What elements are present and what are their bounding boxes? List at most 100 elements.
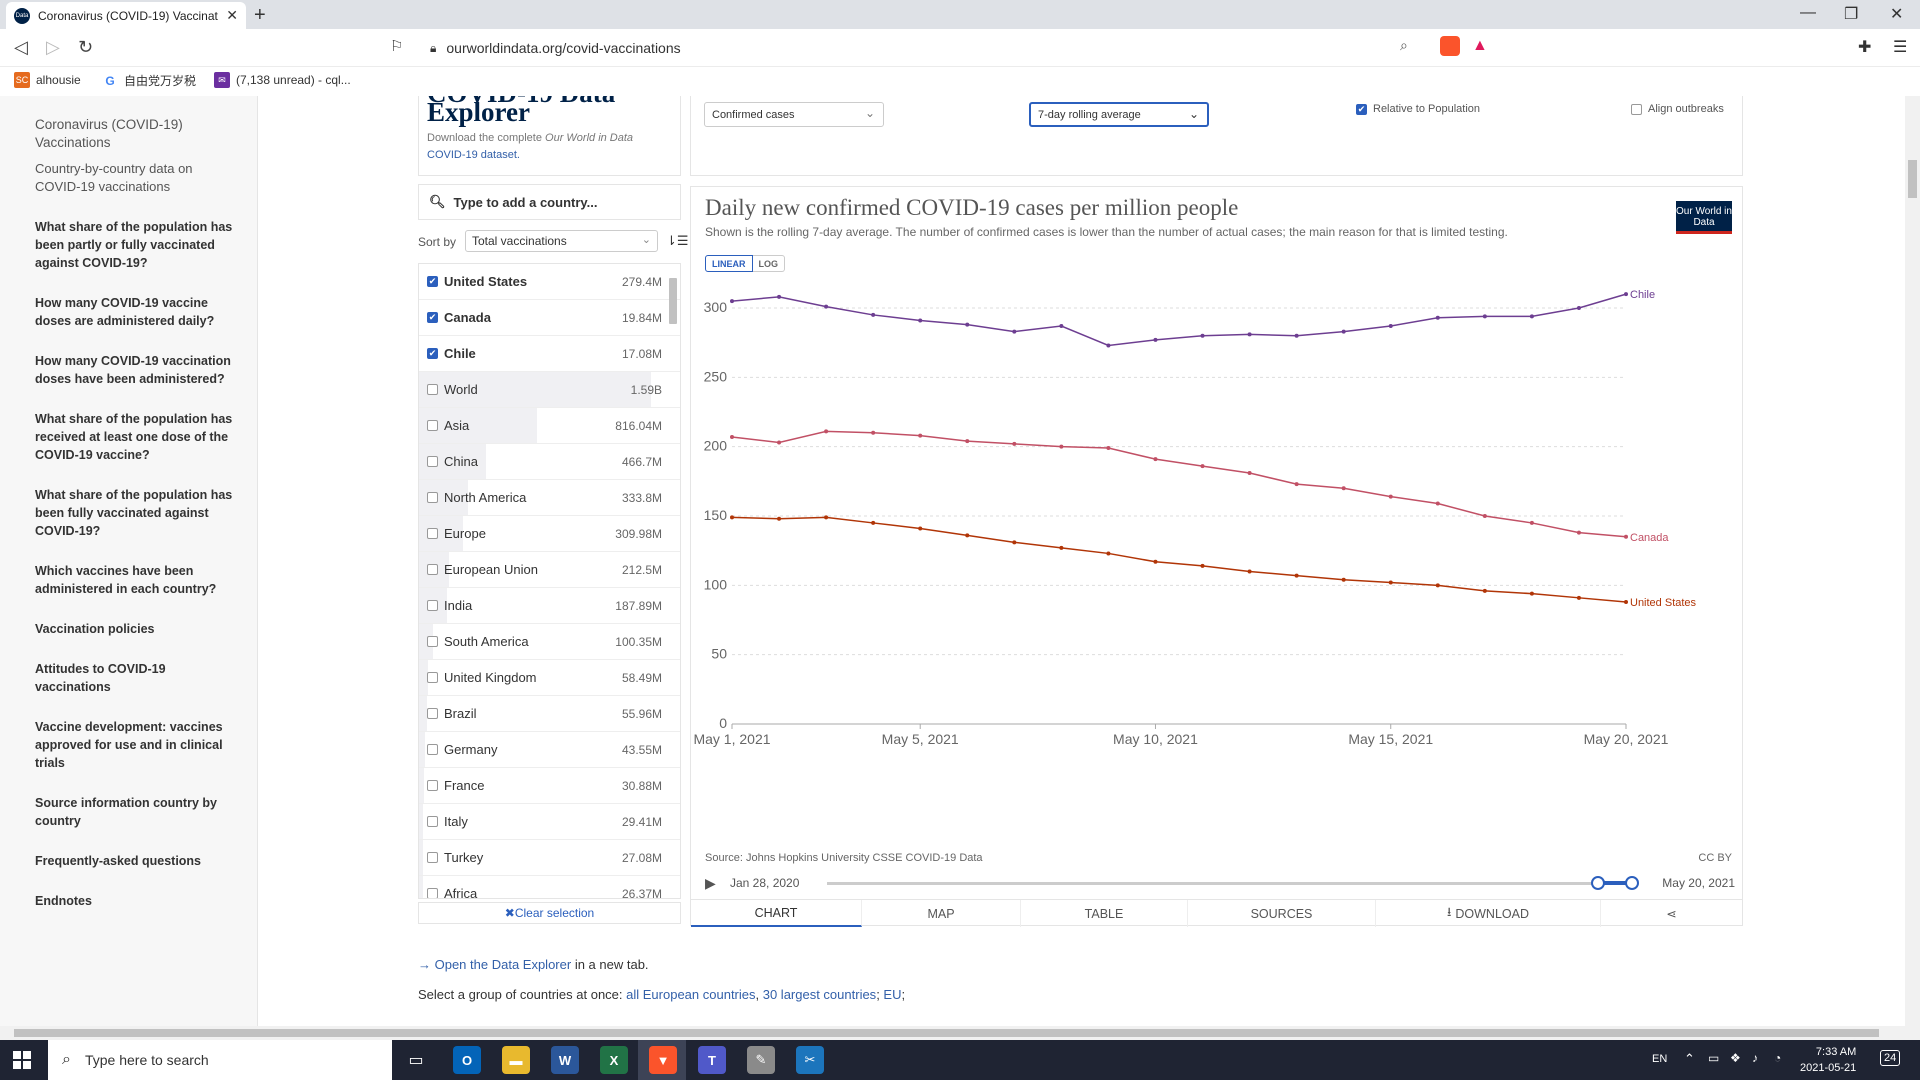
list-scroll-thumb[interactable] <box>669 278 677 324</box>
browser-tab[interactable]: Data Coronavirus (COVID-19) Vaccinati ✕ <box>6 2 246 29</box>
checkbox-icon[interactable] <box>427 672 438 683</box>
dropbox-icon[interactable]: ❖ <box>1730 1051 1741 1065</box>
checkbox-icon[interactable] <box>427 456 438 467</box>
country-row[interactable]: South America 100.35M <box>419 624 680 660</box>
sort-direction-icon[interactable]: ⇂☰ <box>666 233 689 248</box>
interval-select[interactable]: 7-day rolling average ⌄ <box>1029 102 1209 127</box>
outlook-icon[interactable]: O <box>453 1046 481 1074</box>
page-scrollbar-horizontal[interactable] <box>0 1026 1920 1040</box>
tab-chart[interactable]: CHART <box>691 900 862 927</box>
group-link[interactable]: EU <box>883 987 902 1002</box>
country-row[interactable]: European Union 212.5M <box>419 552 680 588</box>
zoom-icon[interactable]: ⌕ <box>1400 37 1408 53</box>
brave-shields-icon[interactable] <box>1440 36 1460 56</box>
windows-start-icon[interactable] <box>13 1051 31 1069</box>
checkbox-icon[interactable] <box>427 852 438 863</box>
country-row[interactable]: Italy 29.41M <box>419 804 680 840</box>
nav-item[interactable]: Vaccination policies <box>35 622 155 636</box>
taskbar-search[interactable]: ⌕ Type here to search <box>48 1040 392 1080</box>
country-row[interactable]: North America 333.8M <box>419 480 680 516</box>
forward-icon[interactable]: ▷ <box>46 37 60 57</box>
clear-selection-button[interactable]: ✖Clear selection <box>418 902 681 924</box>
owid-logo[interactable]: Our World in Data <box>1676 201 1732 234</box>
scroll-thumb[interactable] <box>1908 160 1917 198</box>
country-row[interactable]: ✔ Chile 17.08M <box>419 336 680 372</box>
nav-item[interactable]: What share of the population has been pa… <box>35 220 233 270</box>
wifi-icon[interactable]: ◔ <box>1774 1051 1782 1065</box>
language-indicator[interactable]: EN <box>1652 1053 1668 1065</box>
country-row[interactable]: Brazil 55.96M <box>419 696 680 732</box>
back-icon[interactable]: ◁ <box>14 37 28 57</box>
brave-browser-icon[interactable]: ▼ <box>649 1046 677 1074</box>
country-row[interactable]: Turkey 27.08M <box>419 840 680 876</box>
checkbox-icon[interactable] <box>427 600 438 611</box>
open-data-explorer-link[interactable]: → Open the Data Explorer <box>418 957 572 972</box>
checkbox-icon[interactable] <box>427 528 438 539</box>
tab-table[interactable]: TABLE <box>1021 900 1188 927</box>
paint-icon[interactable]: ✎ <box>747 1046 775 1074</box>
bookmark-item[interactable]: ✉ (7,138 unread) - cql... <box>214 72 351 88</box>
checkmark-icon[interactable]: ✔ <box>427 276 438 287</box>
checkbox-icon[interactable] <box>427 420 438 431</box>
bookmark-item[interactable]: SC alhousie <box>14 72 81 88</box>
relative-to-population-checkbox[interactable]: ✔ Relative to Population <box>1356 103 1481 115</box>
reload-icon[interactable]: ↻ <box>78 37 94 57</box>
notifications-icon[interactable]: 24 <box>1880 1050 1901 1066</box>
dataset-link[interactable]: COVID-19 dataset. <box>427 149 520 161</box>
close-icon[interactable]: ✕ <box>226 7 238 23</box>
bookmark-item[interactable]: G 自由党万岁税 <box>102 72 196 89</box>
log-scale-button[interactable]: LOG <box>752 255 785 272</box>
country-row[interactable]: Europe 309.98M <box>419 516 680 552</box>
extensions-icon[interactable]: ✚ <box>1858 39 1872 56</box>
country-row[interactable]: China 466.7M <box>419 444 680 480</box>
file-explorer-icon[interactable]: ▬ <box>502 1046 530 1074</box>
nav-item[interactable]: How many COVID-19 vaccine doses are admi… <box>35 296 215 328</box>
nav-item[interactable]: Attitudes to COVID-19 vaccinations <box>35 662 166 694</box>
brave-rewards-icon[interactable]: ▲ <box>1472 37 1488 54</box>
timeline-end-handle[interactable] <box>1625 876 1639 890</box>
checkmark-icon[interactable]: ✔ <box>427 312 438 323</box>
nav-item[interactable]: Source information country by country <box>35 796 217 828</box>
checkbox-icon[interactable] <box>427 744 438 755</box>
word-icon[interactable]: W <box>551 1046 579 1074</box>
checkbox-icon[interactable] <box>427 492 438 503</box>
window-close-icon[interactable]: ✕ <box>1890 6 1904 23</box>
minimize-icon[interactable]: — <box>1800 4 1816 21</box>
country-row[interactable]: ✔ Canada 19.84M <box>419 300 680 336</box>
tab-sources[interactable]: SOURCES <box>1188 900 1376 927</box>
scroll-thumb[interactable] <box>14 1029 1879 1037</box>
maximize-icon[interactable]: ❐ <box>1844 6 1859 23</box>
share-button[interactable]: ⋖ <box>1601 900 1742 927</box>
country-row[interactable]: World 1.59B <box>419 372 680 408</box>
license[interactable]: CC BY <box>1698 852 1732 864</box>
nav-item[interactable]: Endnotes <box>35 894 92 908</box>
checkbox-icon[interactable] <box>427 384 438 395</box>
tab-map[interactable]: MAP <box>862 900 1021 927</box>
clock[interactable]: 7:33 AM 2021-05-21 <box>1800 1046 1857 1074</box>
tab-download[interactable]: ⭳ DOWNLOAD <box>1376 900 1601 927</box>
checkmark-icon[interactable]: ✔ <box>427 348 438 359</box>
checkbox-icon[interactable] <box>427 564 438 575</box>
play-icon[interactable]: ▶ <box>705 875 716 891</box>
nav-item[interactable]: Vaccine development: vaccines approved f… <box>35 720 223 770</box>
checkbox-icon[interactable] <box>427 816 438 827</box>
nav-item[interactable]: How many COVID-19 vaccination doses have… <box>35 354 231 386</box>
chart-source[interactable]: Source: Johns Hopkins University CSSE CO… <box>705 852 983 864</box>
task-view-icon[interactable]: ▭ <box>408 1052 424 1069</box>
nav-item[interactable]: Which vaccines have been administered in… <box>35 564 217 596</box>
timeline-track[interactable] <box>827 882 1619 885</box>
align-outbreaks-checkbox[interactable]: Align outbreaks <box>1631 103 1724 115</box>
sort-select[interactable]: Total vaccinations ⌄ <box>465 230 658 252</box>
excel-icon[interactable]: X <box>600 1046 628 1074</box>
teams-icon[interactable]: T <box>698 1046 726 1074</box>
country-row[interactable]: Asia 816.04M <box>419 408 680 444</box>
checkbox-icon[interactable] <box>427 888 438 898</box>
checkbox-icon[interactable] <box>427 636 438 647</box>
group-link[interactable]: all European countries <box>626 987 756 1002</box>
metric-select[interactable]: Confirmed cases ⌄ <box>704 102 884 127</box>
checkbox-icon[interactable] <box>427 708 438 719</box>
country-row[interactable]: United Kingdom 58.49M <box>419 660 680 696</box>
linear-scale-button[interactable]: LINEAR <box>705 255 753 272</box>
timeline-start-handle[interactable] <box>1591 876 1605 890</box>
snipping-tool-icon[interactable]: ✂ <box>796 1046 824 1074</box>
